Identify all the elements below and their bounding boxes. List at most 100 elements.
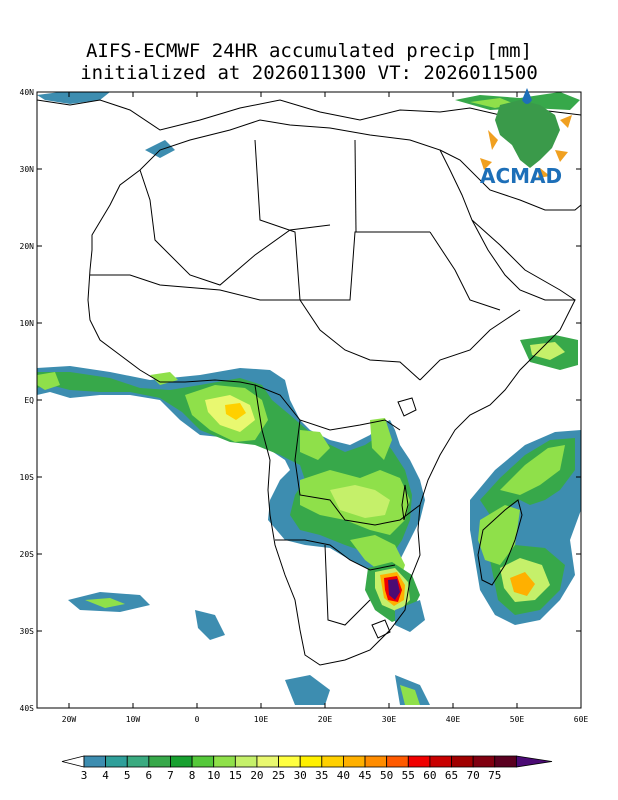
lat-tick-label: 10N	[20, 319, 35, 328]
logo-drop-icon	[522, 88, 532, 104]
precip-colorbar: 3 4 5 6 7 8 10 15 20 25 30 35 40 45 50 55 60 65 70 75	[61, 755, 553, 782]
precip-shading	[37, 92, 581, 705]
boundary-north-3	[354, 139, 357, 233]
precip-area-mozchannel-orange	[510, 572, 535, 596]
europe-coastline	[36, 99, 582, 131]
lon-tick-label: 50E	[510, 715, 525, 724]
lon-tick-label: 10E	[254, 715, 269, 724]
colorbar-high-arrow	[515, 755, 553, 768]
colorbar-swatch	[429, 755, 452, 768]
precip-area-gabon-orange	[225, 403, 246, 420]
africa-coastline	[87, 119, 576, 666]
country-boundaries	[36, 99, 582, 666]
colorbar-level-label: 30	[294, 769, 307, 782]
precip-area-med-central	[145, 140, 175, 158]
lat-tick-label: 40N	[20, 88, 35, 97]
colorbar-level-label: 25	[272, 769, 285, 782]
logo-rays-icon	[480, 115, 572, 178]
lat-tick-label: 20S	[20, 550, 35, 559]
colorbar-level-label: 65	[445, 769, 458, 782]
lat-tick-label: 30S	[20, 627, 35, 636]
colorbar-swatch	[256, 755, 279, 768]
lon-tick-label: 30E	[382, 715, 397, 724]
longitude-axis: 20W 10W 0 10E 20E 30E 40E 50E 60E	[62, 92, 589, 724]
lat-tick-label: 10S	[20, 473, 35, 482]
map-plot-area	[36, 91, 582, 709]
boundary-south-1	[275, 539, 396, 571]
lat-tick-label: 20N	[20, 242, 35, 251]
colorbar-level-label: 70	[467, 769, 480, 782]
precip-area-congo-green	[300, 430, 330, 460]
boundary-central-2	[294, 419, 421, 526]
colorbar-level-label: 15	[229, 769, 242, 782]
colorbar-level-label: 4	[102, 769, 109, 782]
lake-malawi	[401, 484, 409, 521]
boundary-central-1	[254, 384, 401, 431]
lon-tick-label: 20W	[62, 715, 77, 724]
colorbar-level-label: 10	[207, 769, 220, 782]
map-title-line-1: AIFS-ECMWF 24HR accumulated precip [mm]	[85, 40, 533, 62]
colorbar-swatch	[234, 755, 258, 768]
logo-africa-shape-icon	[495, 100, 560, 168]
lesotho	[371, 619, 391, 639]
precip-area-south-atlantic-green	[85, 598, 125, 608]
colorbar-level-label: 75	[488, 769, 501, 782]
lat-tick-label: 40S	[20, 704, 35, 713]
colorbar-level-label: 35	[315, 769, 328, 782]
colorbar-level-label: 45	[358, 769, 371, 782]
colorbar-swatch	[148, 755, 171, 768]
logo-text: ACMAD	[480, 164, 562, 188]
precip-area-east-eq-inner	[530, 342, 565, 360]
precip-area-madagascar-east	[500, 445, 565, 495]
colorbar-swatch	[213, 755, 236, 768]
lon-tick-label: 20E	[318, 715, 333, 724]
colorbar-swatch	[299, 755, 323, 768]
colorbar-level-label: 60	[423, 769, 436, 782]
colorbar-swatch	[191, 755, 215, 768]
colorbar-swatch	[407, 755, 431, 768]
colorbar-level-label: 7	[167, 769, 174, 782]
lat-tick-label: EQ	[24, 396, 34, 405]
lon-tick-label: 40E	[446, 715, 461, 724]
colorbar-swatch	[170, 755, 193, 768]
latitude-axis: 40N 30N 20N 10N EQ 10S 20S 30S 40S	[20, 88, 581, 713]
colorbar-level-label: 50	[380, 769, 393, 782]
colorbar-swatch	[343, 755, 366, 768]
acmad-logo: ACMAD	[480, 88, 572, 188]
colorbar-swatch	[126, 755, 150, 768]
colorbar-level-label: 40	[337, 769, 350, 782]
boundary-sahel-1	[90, 274, 421, 381]
colorbar-swatch	[278, 755, 301, 768]
boundary-south-2	[324, 544, 371, 626]
colorbar-level-label: 20	[250, 769, 263, 782]
colorbar-swatch	[321, 755, 344, 768]
colorbar-swatch	[472, 755, 496, 768]
precip-area-lake-region	[370, 418, 392, 460]
precip-area-madagascar-west	[478, 505, 520, 565]
lon-tick-label: 10W	[126, 715, 141, 724]
precip-area-sa-purple	[388, 579, 400, 600]
colorbar-swatch	[105, 755, 128, 768]
colorbar-low-arrow	[61, 755, 85, 768]
colorbar-swatch	[386, 755, 409, 768]
colorbar-swatch	[364, 755, 388, 768]
lake-victoria	[397, 397, 417, 417]
precip-area-south-atlantic-2	[195, 610, 225, 640]
colorbar-level-label: 6	[146, 769, 153, 782]
lat-tick-label: 30N	[20, 165, 35, 174]
colorbar-swatch	[451, 755, 474, 768]
precip-area-west-coast	[37, 372, 60, 390]
madagascar-coastline	[477, 499, 523, 586]
lon-tick-label: 60E	[574, 715, 589, 724]
boundary-east-1	[419, 309, 521, 381]
colorbar-level-label: 55	[402, 769, 415, 782]
boundary-north-1	[139, 169, 331, 286]
colorbar-level-label: 3	[81, 769, 88, 782]
arabia-coast-2	[471, 219, 576, 301]
lon-tick-label: 0	[195, 715, 200, 724]
map-title-line-2: initialized at 2026011300 VT: 2026011500	[80, 62, 538, 84]
boundary-horn	[429, 231, 501, 311]
colorbar-swatch	[494, 755, 517, 768]
precip-area-southern-ocean	[285, 675, 330, 705]
